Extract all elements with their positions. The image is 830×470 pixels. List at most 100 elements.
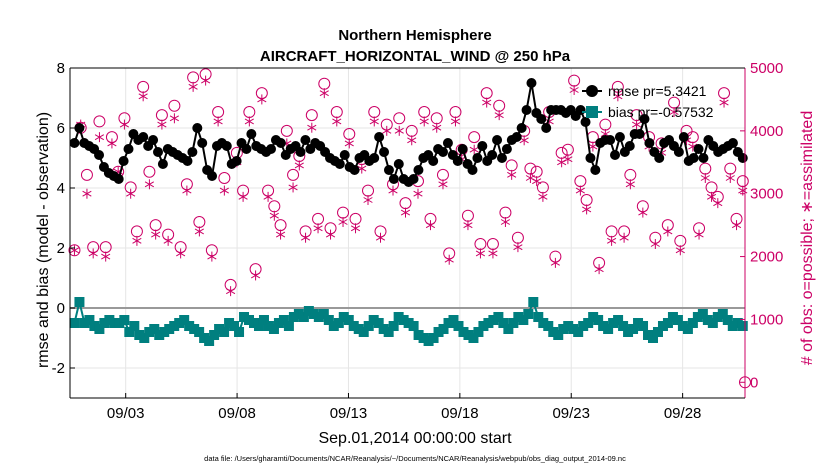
rmse-point	[197, 138, 208, 148]
obs-assimilated-point	[700, 173, 710, 183]
bias-point	[448, 315, 459, 325]
bias-point	[473, 327, 484, 337]
y-left-tick-label: 2	[57, 240, 65, 257]
bias-point	[573, 327, 584, 337]
obs-possible-point	[143, 165, 156, 178]
obs-assimilated-point	[163, 235, 173, 246]
obs-assimilated-point	[725, 173, 735, 183]
y-left-tick-label: 4	[57, 180, 65, 197]
bias-point	[283, 321, 294, 331]
obs-assimilated-point	[313, 223, 323, 234]
obs-assimilated-point	[694, 229, 704, 240]
obs-assimilated-point	[619, 232, 629, 243]
bias-point	[518, 315, 529, 325]
bias-point	[438, 324, 449, 334]
bias-point	[613, 315, 624, 325]
obs-assimilated-point	[550, 257, 560, 268]
rmse-point	[69, 138, 80, 148]
y-right-tick-label: 0	[750, 374, 758, 391]
rmse-point	[541, 123, 552, 133]
legend-rmse-label: rmse pr=5.3421	[608, 83, 707, 99]
bias-point	[194, 327, 205, 337]
obs-possible-point	[287, 168, 300, 181]
obs-possible-point	[168, 99, 181, 112]
bias-point	[662, 318, 673, 328]
bias-point	[652, 327, 663, 337]
rmse-point	[152, 147, 163, 157]
bias-point	[323, 315, 334, 325]
bias-point	[722, 315, 733, 325]
obs-assimilated-point	[350, 223, 361, 234]
y-left-tick-label: 6	[57, 120, 65, 137]
bias-point	[682, 324, 693, 334]
obs-assimilated-point	[731, 220, 742, 231]
obs-assimilated-point	[719, 97, 729, 108]
bias-point	[298, 312, 309, 322]
rmse-point	[118, 156, 129, 166]
bias-point	[638, 321, 649, 331]
chart-subtitle: AIRCRAFT_HORIZONTAL_WIND @ 250 hPa	[260, 48, 571, 65]
rmse-point	[678, 132, 689, 142]
y-right-tick-label: 5000	[750, 60, 783, 77]
y-right-tick-label: 2000	[750, 249, 783, 266]
bias-point	[737, 321, 748, 331]
obs-assimilated-point	[582, 204, 592, 215]
obs-assimilated-point	[138, 91, 148, 102]
obs-possible-point	[305, 109, 318, 122]
y-axis-right-label: # of obs: o=possible; ∗=assimilated	[799, 111, 816, 365]
rmse-point	[521, 105, 532, 115]
bias-point	[373, 318, 384, 328]
rmse-point	[275, 138, 286, 148]
rmse-point	[477, 141, 488, 151]
obs-assimilated-point	[294, 160, 304, 171]
rmse-point	[575, 105, 586, 115]
rmse-point	[334, 159, 345, 169]
rmse-point	[536, 114, 547, 124]
rmse-point	[182, 156, 193, 166]
rmse-point	[614, 132, 625, 142]
bias-point	[553, 330, 564, 340]
rmse-point	[349, 165, 360, 175]
obs-assimilated-point	[463, 220, 473, 231]
bias-point	[229, 321, 240, 331]
bias-point	[687, 318, 698, 328]
obs-assimilated-point	[207, 251, 217, 262]
x-tick-label: 09/08	[218, 405, 256, 422]
bias-point	[179, 315, 190, 325]
rmse-point	[74, 123, 85, 133]
obs-assimilated-point	[101, 251, 111, 262]
rmse-point	[673, 147, 684, 157]
rmse-point	[452, 156, 463, 166]
rmse-point	[580, 117, 591, 127]
obs-assimilated-point	[257, 94, 267, 105]
obs-assimilated-point	[482, 97, 492, 108]
rmse-point	[639, 114, 650, 124]
bias-point	[628, 324, 639, 334]
obs-assimilated-point	[194, 226, 204, 237]
obs-assimilated-point	[275, 229, 286, 240]
obs-assimilated-point	[425, 220, 436, 231]
obs-assimilated-point	[363, 195, 373, 205]
obs-assimilated-point	[263, 191, 273, 202]
x-tick-label: 09/13	[330, 405, 368, 422]
rmse-point	[295, 147, 306, 157]
obs-possible-point	[393, 112, 406, 125]
obs-assimilated-point	[607, 235, 617, 246]
rmse-point	[688, 153, 699, 163]
obs-assimilated-point	[563, 154, 573, 165]
legend-bias-label: bias pr=-0.57532	[608, 104, 714, 120]
obs-assimilated-point	[107, 138, 117, 149]
bias-point	[119, 315, 130, 325]
rmse-point	[123, 144, 134, 154]
obs-possible-point	[468, 131, 481, 144]
bias-point	[647, 333, 658, 343]
obs-assimilated-point	[450, 116, 461, 127]
obs-assimilated-point	[338, 217, 348, 227]
obs-assimilated-point	[444, 254, 454, 265]
rmse-point	[467, 165, 478, 175]
obs-assimilated-point	[238, 191, 248, 202]
bias-point	[707, 318, 718, 328]
rmse-point	[644, 138, 655, 148]
bias-point	[204, 336, 215, 346]
rmse-point	[94, 150, 105, 160]
